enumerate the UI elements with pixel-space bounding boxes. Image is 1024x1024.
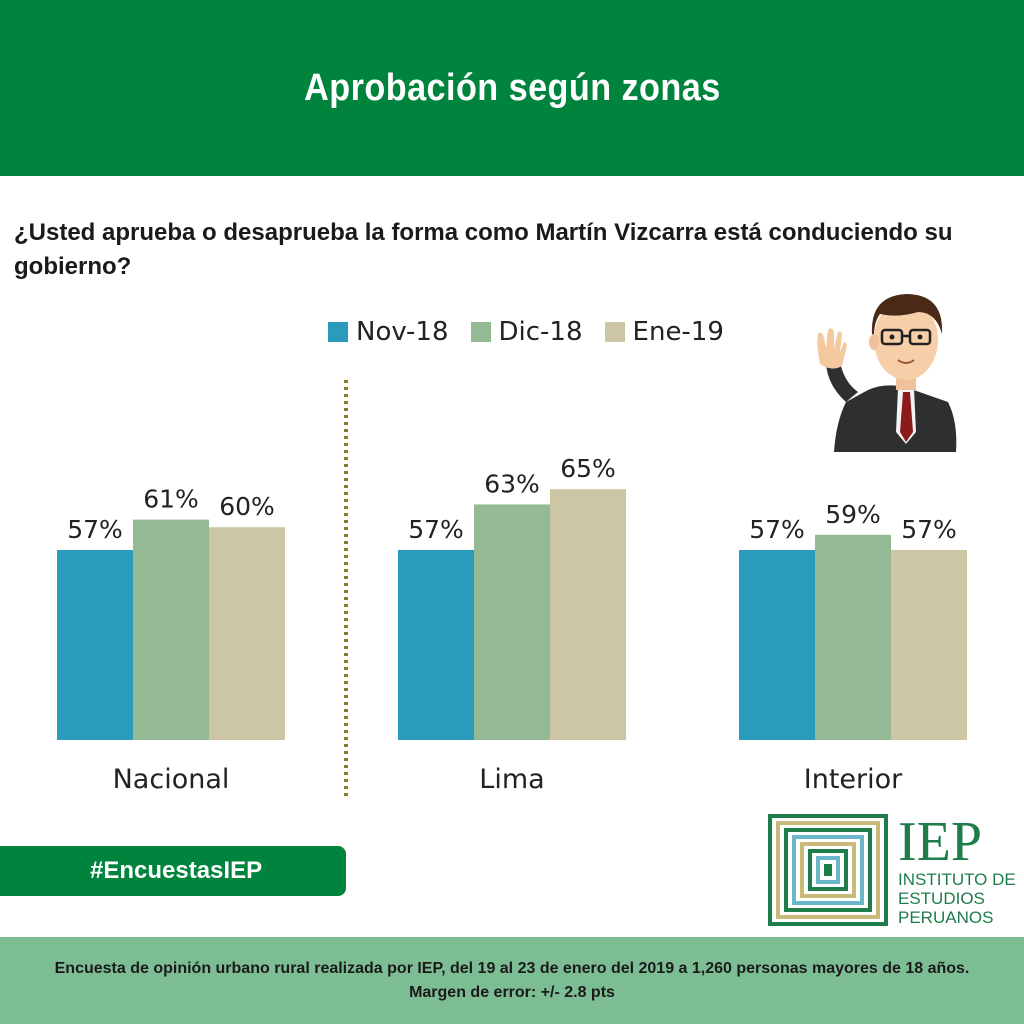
bar-lima-nov-18 [398,550,474,740]
bar-nacional-ene-19 [209,527,285,740]
waving-man-icon [817,294,957,452]
legend-item-nov: Nov-18 [328,317,449,347]
legend-item-dic: Dic-18 [470,317,583,347]
footer-banner: Encuesta de opinión urbano rural realiza… [0,937,1024,1024]
survey-question: ¿Usted aprueba o desaprueba la forma com… [14,219,953,280]
hashtag-banner: #EncuestasIEP [0,846,346,896]
category-label-interior: Interior [804,764,903,795]
data-label-lima-ene-19: 65% [560,454,616,483]
data-label-interior-nov-18: 57% [749,515,805,544]
legend-swatch-dic [470,322,491,342]
data-label-nacional-nov-18: 57% [67,515,123,544]
bar-lima-dic-18 [474,504,550,740]
legend-label-nov: Nov-18 [356,317,449,347]
legend-label-ene: Ene-19 [632,317,724,347]
data-label-interior-dic-18: 59% [825,500,881,529]
iep-logo-icon [768,814,888,926]
logo-line-2: ESTUDIOS [898,889,985,908]
data-label-interior-ene-19: 57% [901,515,957,544]
logo-line-1: INSTITUTO DE [898,870,1016,889]
bar-nacional-dic-18 [133,519,209,740]
approval-bar-chart: 57% 61% 60% Nacional 57% 63% 65% Lima 57% 59% 57% I… [57,380,967,800]
legend-swatch-nov [328,322,348,342]
hashtag-text: #EncuestasIEP [90,857,263,884]
bar-group-nacional: 57% 61% 60% Nacional [57,485,285,795]
legend-item-ene: Ene-19 [604,317,724,347]
bar-interior-dic-18 [815,534,891,740]
page-title: Aprobación según zonas [303,66,721,109]
bar-nacional-nov-18 [57,550,133,740]
bar-group-lima: 57% 63% 65% Lima [398,454,626,795]
bar-interior-nov-18 [739,550,815,740]
footer-note: Encuesta de opinión urbano rural realiza… [54,959,970,1001]
logo-line-3: PERUANOS [898,908,994,927]
bar-lima-ene-19 [550,489,626,740]
data-label-nacional-ene-19: 60% [219,492,275,521]
header-banner: Aprobación según zonas [0,0,1024,176]
chart-legend: Nov-18 Dic-18 Ene-19 [328,314,724,350]
category-label-nacional: Nacional [113,764,230,795]
bar-group-interior: 57% 59% 57% Interior [739,500,967,795]
data-label-lima-nov-18: 57% [408,515,464,544]
bar-interior-ene-19 [891,550,967,740]
legend-swatch-ene [604,322,625,342]
iep-logo-text: IEP INSTITUTO DE ESTUDIOS PERUANOS [898,814,1016,927]
data-label-nacional-dic-18: 61% [143,485,199,514]
logo-acronym: IEP [898,811,982,873]
legend-label-dic: Dic-18 [498,317,583,347]
data-label-lima-dic-18: 63% [484,469,540,498]
category-label-lima: Lima [479,764,544,795]
